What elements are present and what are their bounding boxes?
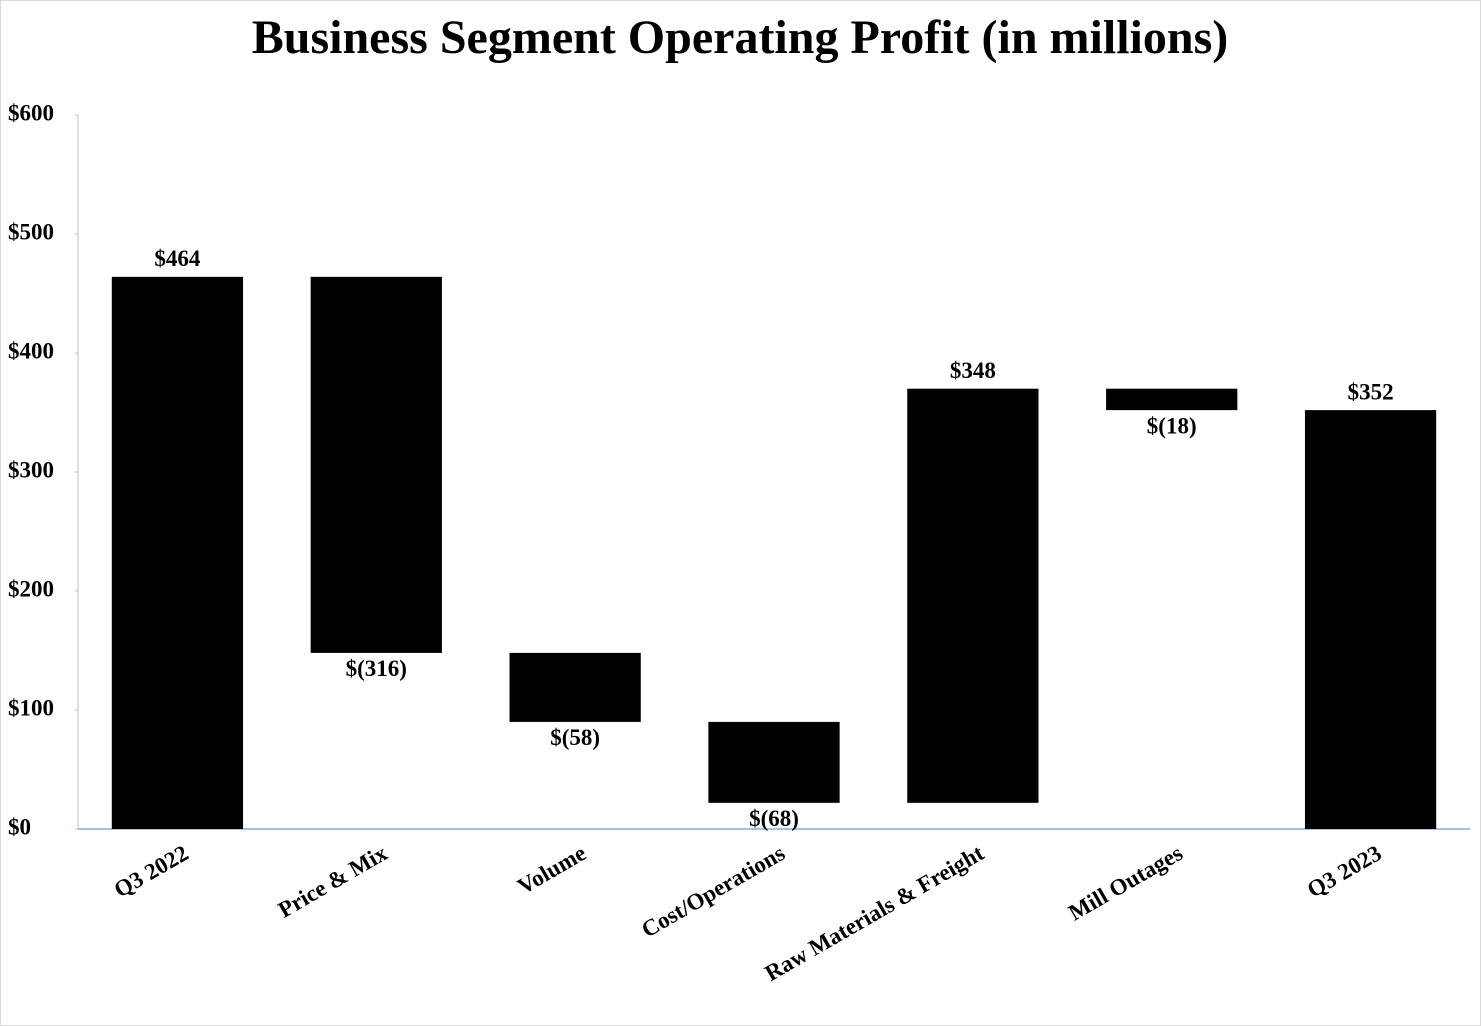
y-tick-label: $100 — [8, 695, 54, 720]
y-tick-label: $0 — [8, 814, 31, 839]
value-label: $(58) — [550, 725, 600, 750]
bar — [708, 721, 840, 803]
value-label: $348 — [950, 358, 996, 383]
chart-title: Business Segment Operating Profit (in mi… — [252, 11, 1228, 64]
bar — [111, 276, 244, 830]
bar — [907, 388, 1039, 803]
value-label: $352 — [1348, 379, 1394, 404]
y-tick-label: $400 — [8, 338, 54, 363]
y-tick-label: $500 — [8, 219, 54, 244]
y-tick-label: $300 — [8, 457, 54, 482]
y-tick-label: $600 — [8, 100, 54, 125]
bar — [509, 652, 641, 722]
bar — [1106, 388, 1238, 411]
value-label: $(18) — [1147, 413, 1197, 438]
bar — [1304, 410, 1437, 829]
value-label: $(316) — [346, 656, 407, 681]
y-tick-label: $200 — [8, 576, 54, 601]
value-label: $(68) — [749, 806, 799, 831]
value-label: $464 — [154, 246, 201, 271]
bar — [310, 276, 442, 653]
